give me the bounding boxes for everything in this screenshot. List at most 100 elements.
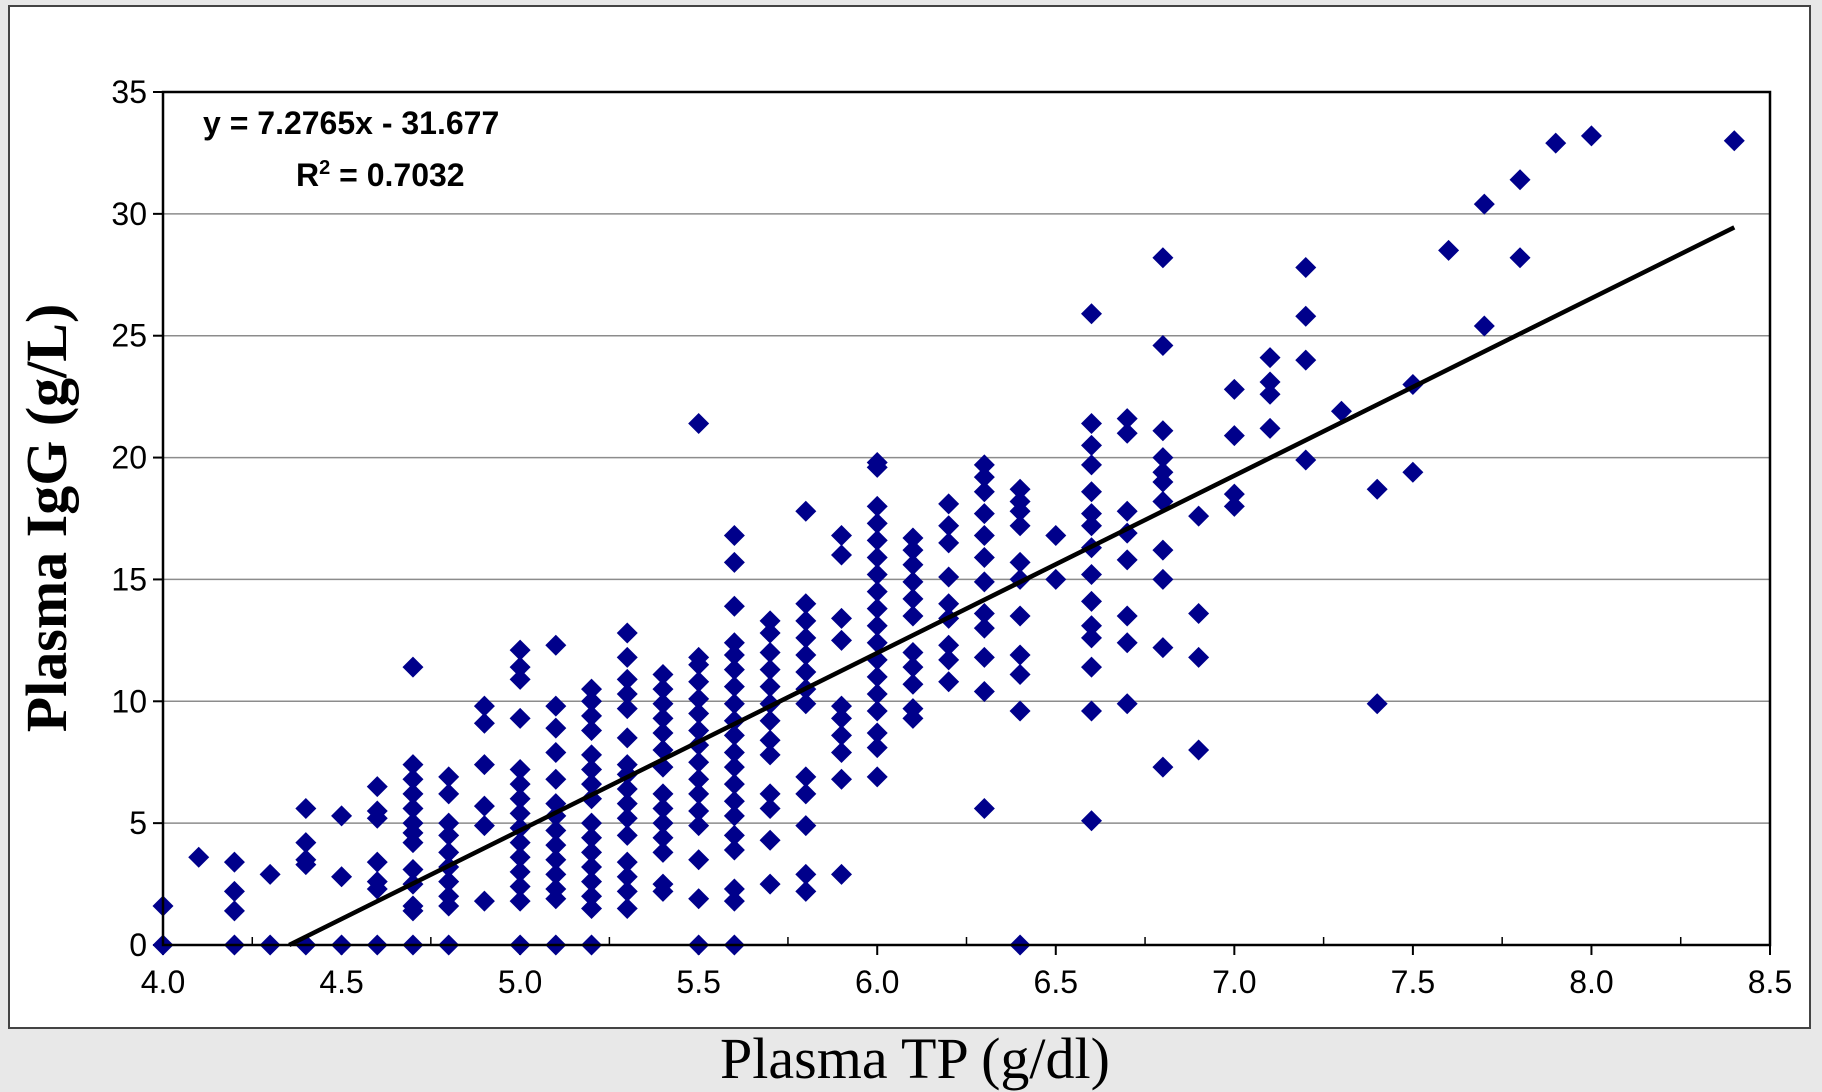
point	[545, 634, 567, 656]
point	[1295, 349, 1317, 371]
point	[473, 890, 495, 912]
point	[938, 532, 960, 554]
point	[1152, 447, 1174, 469]
plot-area	[161, 90, 1772, 947]
point	[652, 678, 674, 700]
point	[723, 839, 745, 861]
point	[759, 676, 781, 698]
point	[973, 617, 995, 639]
x-tick-label: 4.0	[141, 964, 185, 1000]
point	[1723, 130, 1745, 152]
point	[581, 678, 603, 700]
point	[1473, 193, 1495, 215]
point	[581, 744, 603, 766]
point	[723, 659, 745, 681]
point	[616, 793, 638, 815]
point	[1295, 256, 1317, 278]
point	[902, 554, 924, 576]
point	[866, 666, 888, 688]
point	[295, 849, 317, 871]
point	[866, 451, 888, 473]
point	[1295, 449, 1317, 471]
point	[402, 895, 424, 917]
point	[759, 783, 781, 805]
ticks: 0 5 10 15 20 25 30 35 4.0 4.5 5.0 5.5 6.0 6.5 7.0 7.5 8.…	[111, 74, 1792, 1000]
point	[688, 671, 710, 693]
point	[1080, 303, 1102, 325]
y-tick-label: 20	[111, 440, 147, 476]
point	[616, 880, 638, 902]
point	[902, 656, 924, 678]
point	[616, 683, 638, 705]
point	[795, 693, 817, 715]
point	[795, 627, 817, 649]
point	[581, 827, 603, 849]
y-axis-label: Plasma IgG (g/L)	[14, 304, 79, 733]
point	[1188, 739, 1210, 761]
point	[509, 846, 531, 868]
point	[866, 598, 888, 620]
point	[509, 861, 531, 883]
point	[581, 885, 603, 907]
point	[616, 897, 638, 919]
point	[759, 659, 781, 681]
point	[438, 841, 460, 863]
point	[1152, 539, 1174, 561]
point	[652, 783, 674, 805]
point	[973, 481, 995, 503]
point	[438, 766, 460, 788]
point	[1116, 408, 1138, 430]
point	[723, 632, 745, 654]
point	[938, 634, 960, 656]
point	[866, 495, 888, 517]
point	[1223, 378, 1245, 400]
point	[366, 800, 388, 822]
point	[831, 768, 853, 790]
point	[545, 878, 567, 900]
point	[402, 768, 424, 790]
point	[1473, 315, 1495, 337]
point	[473, 695, 495, 717]
point	[1259, 417, 1281, 439]
point	[973, 503, 995, 525]
point	[831, 695, 853, 717]
x-axis-label: Plasma TP (g/dl)	[720, 1026, 1110, 1091]
point	[902, 571, 924, 593]
point	[652, 841, 674, 863]
point	[1080, 503, 1102, 525]
point	[1116, 500, 1138, 522]
point	[616, 698, 638, 720]
point	[831, 741, 853, 763]
point	[1080, 700, 1102, 722]
point	[688, 849, 710, 871]
point	[973, 454, 995, 476]
point	[795, 500, 817, 522]
point	[1580, 125, 1602, 147]
point	[866, 546, 888, 568]
point	[795, 661, 817, 683]
point	[1402, 461, 1424, 483]
point	[545, 695, 567, 717]
point	[581, 759, 603, 781]
point	[938, 493, 960, 515]
point	[938, 649, 960, 671]
point	[1080, 412, 1102, 434]
point	[1152, 637, 1174, 659]
point	[1509, 247, 1531, 269]
point	[402, 656, 424, 678]
point	[402, 798, 424, 820]
point	[509, 788, 531, 810]
point	[688, 800, 710, 822]
point	[795, 766, 817, 788]
point	[723, 756, 745, 778]
point	[509, 773, 531, 795]
point	[509, 802, 531, 824]
point	[902, 588, 924, 610]
point	[1152, 334, 1174, 356]
point	[1080, 434, 1102, 456]
point	[902, 642, 924, 664]
point	[902, 605, 924, 627]
point	[331, 866, 353, 888]
point	[1366, 693, 1388, 715]
